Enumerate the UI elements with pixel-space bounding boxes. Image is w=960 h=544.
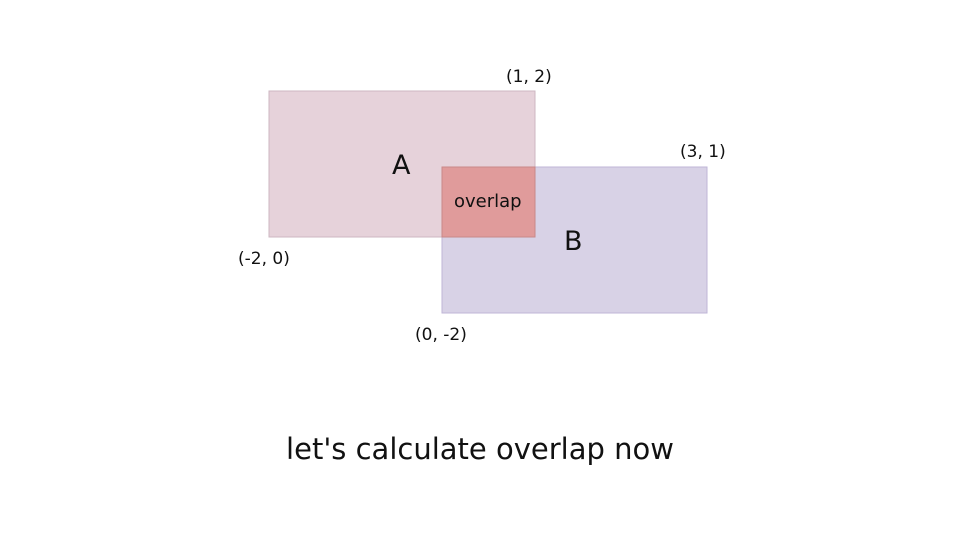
overlap-label: overlap: [454, 191, 522, 212]
rectangle-b-label: B: [564, 226, 583, 257]
overlap-region: [441, 166, 536, 238]
rectangle-a-label: A: [392, 150, 411, 181]
rectangle-b-top-right-coord: (3, 1): [680, 142, 726, 162]
rectangle-a-bottom-left-coord: (-2, 0): [238, 249, 290, 269]
rectangle-b-bottom-left-coord: (0, -2): [415, 325, 467, 345]
rectangle-a-top-right-coord: (1, 2): [506, 67, 552, 87]
slide-caption: let's calculate overlap now: [286, 432, 674, 466]
